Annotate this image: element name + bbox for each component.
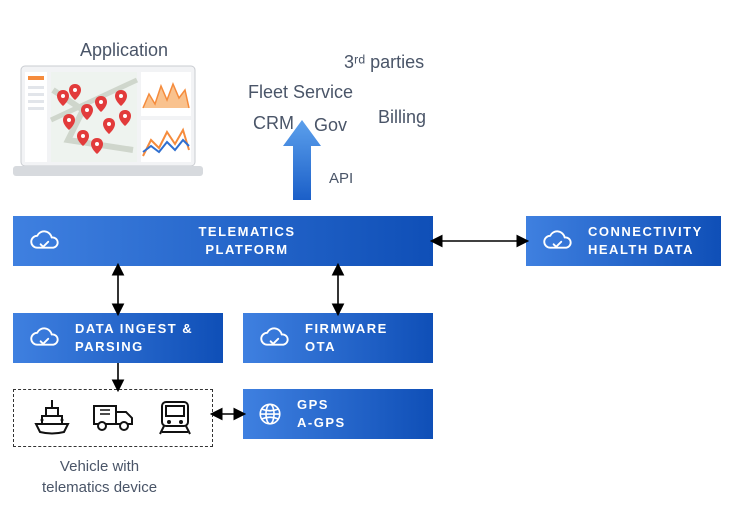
application-mockup: [13, 60, 203, 185]
vehicle-box: [13, 389, 213, 447]
train-icon: [154, 396, 196, 441]
telematics-box: TELEMATICS PLATFORM: [13, 216, 433, 266]
firmware-box: FIRMWARE OTA: [243, 313, 433, 363]
firmware-label: FIRMWARE OTA: [305, 320, 388, 355]
cloud-check-icon: [540, 229, 574, 253]
gps-label: GPS A-GPS: [297, 396, 346, 431]
third-parties-label: 3ʳᵈ parties: [344, 52, 424, 73]
connectivity-label: CONNECTIVITY HEALTH DATA: [588, 223, 703, 258]
cloud-check-icon: [257, 326, 291, 350]
cloud-check-icon: [27, 229, 61, 253]
vehicle-caption: Vehicle with telematics device: [42, 456, 157, 498]
telematics-label: TELEMATICS PLATFORM: [75, 223, 419, 258]
fleet-service-label: Fleet Service: [248, 82, 353, 103]
ship-icon: [30, 396, 74, 441]
gps-box: GPS A-GPS: [243, 389, 433, 439]
ingest-box: DATA INGEST & PARSING: [13, 313, 223, 363]
ingest-label: DATA INGEST & PARSING: [75, 320, 193, 355]
cloud-check-icon: [27, 326, 61, 350]
api-label: API: [329, 170, 353, 187]
connectivity-box: CONNECTIVITY HEALTH DATA: [526, 216, 721, 266]
api-up-arrow: [283, 120, 321, 205]
billing-label: Billing: [378, 107, 426, 128]
globe-icon: [257, 401, 283, 427]
application-label: Application: [80, 40, 168, 61]
truck-icon: [90, 396, 138, 441]
